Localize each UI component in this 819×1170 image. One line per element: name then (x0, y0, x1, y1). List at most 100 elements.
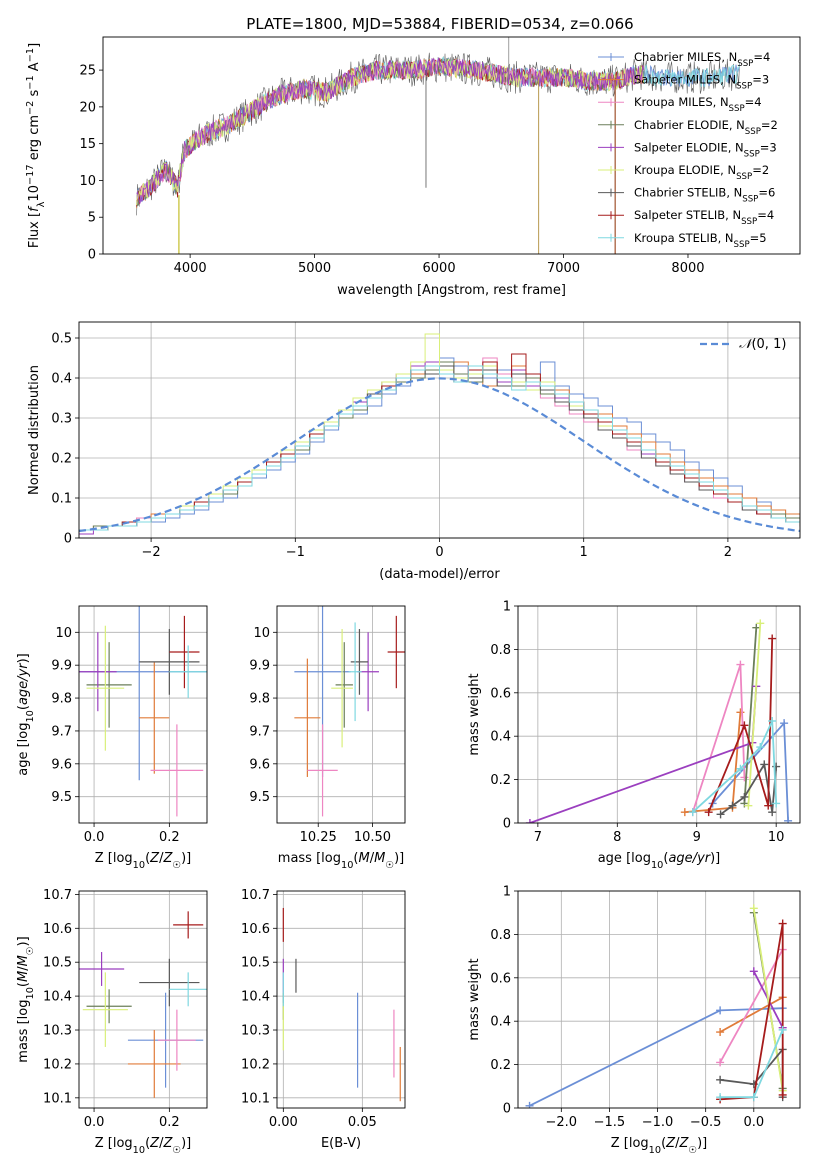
mass_vs_ebv-axes: 0.00 0.05 10.1 10.2 10.3 10.4 10.5 10.6 10.7 E(B-… (241, 888, 406, 1151)
tick-label-y: 9.9 (51, 659, 72, 674)
weight_vs_Z-axes: −2.0 −1.5 −1.0 −0.5 0.0 0 0.2 0.4 0.6 0.8 1 Z [log1… (467, 885, 801, 1156)
weight-marker (688, 808, 697, 817)
tick-label-y: 0 (503, 817, 511, 832)
axes-frame (78, 605, 208, 824)
x-axis-label: Z [log10(Z/Z☉)] (95, 1136, 192, 1156)
plot-area (282, 907, 401, 1102)
weight-marker (716, 1075, 725, 1084)
tick-label-x: 8 (613, 830, 621, 845)
tick-label-x: 8000 (671, 261, 704, 276)
tick-label-x: 4000 (174, 261, 207, 276)
weight-marker (764, 801, 773, 810)
age_vs_Z-axes: 0.0 0.2 9.5 9.6 9.7 9.8 9.9 10 Z [log10(Z/Z☉)] ag… (16, 605, 208, 871)
tick-label-x: 9 (693, 830, 701, 845)
tick-label-y: 10.4 (43, 990, 72, 1005)
weight-marker (716, 810, 725, 819)
weight-series (719, 949, 784, 1063)
histogram-series (79, 365, 800, 531)
tick-label-y: 0.8 (490, 643, 511, 658)
weight-marker (749, 967, 758, 976)
tick-label-y: 10 (253, 626, 270, 641)
tick-label-x: 10 (768, 830, 785, 845)
y-axis-label: Flux [fλ10−17 erg cm−2 s−1 A−1] (25, 43, 47, 248)
weight-marker (716, 1058, 725, 1067)
tick-label-x: 6000 (423, 261, 456, 276)
tick-label-y: 10.5 (43, 956, 72, 971)
legend-label: Chabrier ELODIE, NSSP=2 (634, 118, 778, 137)
tick-label-y: 9.8 (51, 692, 72, 707)
tick-label-x: −1 (286, 545, 305, 560)
axes-frame (517, 890, 801, 1109)
histogram-series (79, 357, 800, 531)
tick-label-y: 10 (79, 174, 96, 189)
tick-label-x: 2 (724, 545, 732, 560)
weight-series (747, 623, 762, 806)
x-axis-label: Z [log10(Z/Z☉)] (95, 851, 192, 871)
tick-label-y: 0.4 (490, 1015, 511, 1030)
weight-series (743, 627, 758, 804)
charts-group: 4000 5000 6000 7000 80000510152025wavelength… (16, 36, 801, 1156)
weight-marker (752, 623, 761, 632)
weight-series (529, 686, 758, 823)
weight-marker (525, 1101, 534, 1108)
weight-marker (736, 764, 745, 773)
tick-label-y: 10.5 (241, 956, 270, 971)
weight-series (719, 1046, 784, 1098)
tick-label-y: 9.7 (249, 724, 270, 739)
weight_vs_age-axes: 7 8 9 10 0 0.2 0.4 0.6 0.8 1 age [log10(age/yr)] ma… (467, 600, 801, 871)
weight-marker (744, 801, 753, 810)
tick-label-y: 10.3 (241, 1024, 270, 1039)
weight-marker (736, 708, 745, 717)
weight-marker (778, 919, 787, 928)
plot-area (525, 619, 793, 823)
y-axis-label: mass weight (467, 958, 482, 1040)
weight-marker (756, 743, 765, 752)
weight-marker (716, 1093, 725, 1102)
tick-label-y: 9.6 (249, 757, 270, 772)
weight-series (529, 1007, 783, 1107)
tick-label-y: 0.2 (490, 1058, 511, 1073)
tick-label-y: 0.3 (51, 412, 72, 427)
x-axis-label: wavelength [Angstrom, rest frame] (337, 283, 566, 298)
axes-frame (78, 890, 208, 1109)
tick-label-y: 9.8 (249, 692, 270, 707)
tick-label-x: 0.05 (348, 1115, 377, 1130)
y-axis-label: mass weight (467, 673, 482, 755)
weight-marker (728, 801, 737, 810)
tick-label-x: 0.00 (269, 1115, 298, 1130)
tick-label-y: 0.1 (51, 492, 72, 507)
tick-label-y: 9.7 (51, 724, 72, 739)
weight-marker (749, 904, 758, 913)
histogram-series (79, 333, 800, 531)
legend-label: 𝒩(0, 1) (739, 337, 786, 352)
x-axis-label: mass [log10(M/M☉)] (278, 851, 404, 871)
weight-marker (740, 792, 749, 801)
weight-marker (525, 819, 534, 823)
tick-label-y: 0 (64, 532, 72, 547)
tick-label-x: 0.0 (84, 830, 105, 845)
tick-label-y: 10.2 (241, 1057, 270, 1072)
tick-label-y: 0.5 (51, 332, 72, 347)
x-axis-label: age [log10(age/yr)] (598, 851, 721, 871)
weight-series (720, 923, 784, 1101)
weight-marker (772, 762, 781, 771)
histogram-series (79, 361, 800, 535)
weight-marker (778, 1025, 787, 1034)
histogram-series (79, 361, 800, 531)
tick-label-y: 25 (79, 64, 96, 79)
tick-label-x: −2 (142, 545, 161, 560)
tick-label-y: 9.5 (51, 790, 72, 805)
weight-marker (768, 634, 777, 643)
tick-label-y: 0.2 (51, 452, 72, 467)
weight-marker (780, 719, 789, 728)
spectrum-line (136, 57, 645, 204)
histogram-series (79, 357, 800, 531)
tick-label-x: 0.2 (159, 830, 180, 845)
tick-label-x: −1.5 (594, 1115, 626, 1130)
x-axis-label: (data-model)/error (379, 567, 500, 582)
tick-label-y: 0.6 (490, 686, 511, 701)
tick-label-x: 1 (580, 545, 588, 560)
tick-label-y: 0.4 (490, 730, 511, 745)
tick-label-y: 20 (79, 100, 96, 115)
x-axis-label: Z [log10(Z/Z☉)] (611, 1136, 708, 1156)
